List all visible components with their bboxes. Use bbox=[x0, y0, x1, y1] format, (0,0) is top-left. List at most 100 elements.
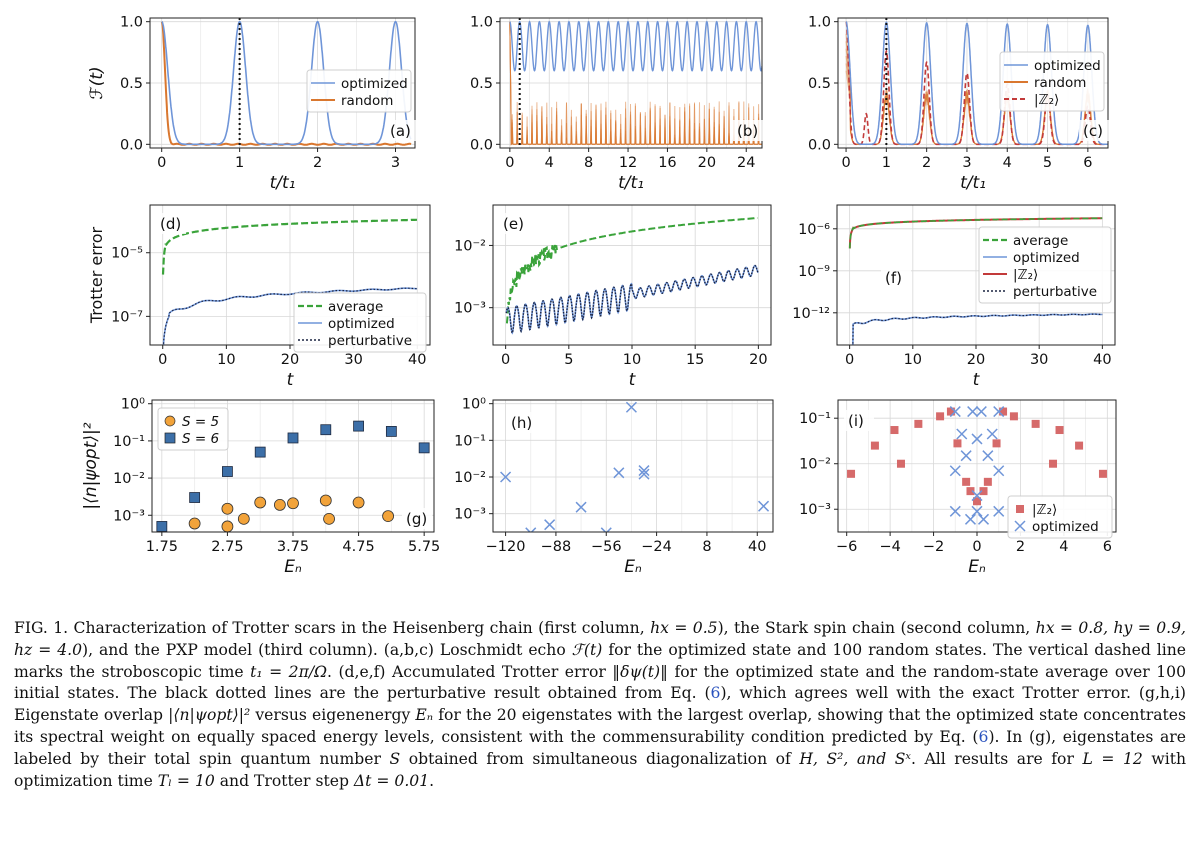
caption-text: FIG. 1. Characterization of Trotter scar… bbox=[14, 619, 651, 637]
x-tick-label: 2.75 bbox=[211, 539, 243, 555]
data-point-s5 bbox=[221, 502, 234, 515]
y-tick-label: 10⁻² bbox=[799, 457, 831, 473]
panel-g: 1.75 2.75 3.75 4.75 5.75 10⁻³ 10⁻² 10⁻¹ 10⁰ Eₙ |⟨n… bbox=[81, 397, 440, 577]
series-average bbox=[505, 217, 758, 324]
caption-math: Tₗ = 10 bbox=[157, 771, 215, 790]
panel-label-bg bbox=[1079, 120, 1109, 141]
data-point-optimized bbox=[949, 465, 961, 477]
x-axis-label: Eₙ bbox=[968, 557, 986, 577]
legend-box bbox=[306, 69, 412, 113]
data-point-optimized bbox=[525, 527, 537, 532]
data-point-optimized bbox=[600, 527, 612, 532]
data-point-z2 bbox=[962, 477, 971, 486]
data-point-s5 bbox=[352, 496, 365, 509]
panel-label-bg bbox=[499, 213, 529, 234]
data-point-optimized bbox=[975, 406, 987, 418]
caption-math: ‖δψ(t)‖ bbox=[612, 662, 668, 681]
plot-area bbox=[505, 217, 759, 335]
legend-marker-circle bbox=[164, 415, 176, 427]
plot-area bbox=[845, 18, 1108, 148]
x-tick-label: 30 bbox=[344, 352, 362, 368]
legend-label: average bbox=[328, 299, 383, 315]
caption-text: . (d,e,f) Accumulated Trotter error bbox=[327, 662, 613, 681]
legend-label: average bbox=[1013, 233, 1068, 249]
panel-f: 0 10 20 30 40 10⁻¹² 10⁻⁹ 10⁻⁶ t (f) averageoptimiz… bbox=[792, 204, 1116, 390]
data-point-z2 bbox=[966, 487, 975, 496]
data-point-z2 bbox=[847, 469, 856, 478]
data-point-z2 bbox=[896, 459, 905, 468]
x-tick-label: 3 bbox=[962, 155, 971, 171]
data-point-optimized bbox=[971, 490, 983, 502]
axes-frame bbox=[492, 399, 774, 533]
caption-text: ). In (g), eigenstates are labeled by th… bbox=[14, 727, 1186, 768]
data-point-optimized bbox=[971, 433, 983, 445]
caption-math: t₁ = 2π/Ω bbox=[250, 662, 327, 681]
data-point-s5 bbox=[287, 497, 299, 510]
y-tick-label: 0.0 bbox=[470, 137, 493, 153]
equation-ref-link[interactable]: 6 bbox=[710, 684, 721, 703]
x-tick-label: 16 bbox=[658, 155, 676, 171]
x-tick-label: 4 bbox=[545, 155, 554, 171]
caption-text: ), the Stark spin chain (second column, bbox=[717, 619, 1036, 637]
y-tick-label: 10⁻⁶ bbox=[798, 222, 830, 238]
x-tick-label: 40 bbox=[748, 539, 766, 555]
caption-text: obtained from simultaneous diagonalizati… bbox=[400, 749, 800, 768]
x-tick-label: 0 bbox=[158, 352, 167, 368]
grid bbox=[493, 400, 773, 532]
y-tick-label: 10⁻⁷ bbox=[111, 309, 143, 325]
data-point-optimized bbox=[967, 406, 979, 418]
legend-label: perturbative bbox=[1013, 284, 1097, 300]
caption-text: and Trotter step bbox=[214, 771, 354, 790]
panel-label: (b) bbox=[737, 122, 758, 140]
y-tick-label: 10⁻¹² bbox=[792, 306, 830, 322]
legend-box bbox=[978, 226, 1112, 304]
data-point-s5 bbox=[221, 520, 234, 532]
data-point-s6 bbox=[320, 424, 332, 436]
series-random bbox=[509, 21, 762, 146]
legend-label: |ℤ₂⟩ bbox=[1032, 502, 1057, 518]
data-point-optimized bbox=[993, 406, 1005, 418]
legend-label: S = 5 bbox=[182, 414, 219, 430]
panel-label: (g) bbox=[406, 510, 427, 528]
data-point-z2 bbox=[936, 412, 945, 421]
caption-math: hx = 0.8, hy = 0.9, hz = 4.0 bbox=[14, 619, 1186, 659]
caption-math: |⟨n|ψopt⟩|² bbox=[168, 706, 251, 725]
equation-ref-link[interactable]: 6 bbox=[978, 727, 989, 746]
panel-label: (i) bbox=[848, 412, 864, 430]
data-point-optimized bbox=[638, 468, 650, 480]
legend-label: random bbox=[341, 93, 393, 109]
x-tick-label: 40 bbox=[408, 352, 426, 368]
caption-math: Eₙ bbox=[415, 706, 434, 725]
y-axis-label: Trotter error bbox=[87, 226, 106, 324]
x-axis-label: t/t₁ bbox=[270, 173, 296, 193]
panel-label: (d) bbox=[160, 215, 181, 233]
y-tick-label: 10⁰ bbox=[462, 397, 486, 413]
x-tick-label: 1 bbox=[882, 155, 891, 171]
data-point-s5 bbox=[237, 512, 250, 525]
y-tick-label: 10⁻² bbox=[454, 470, 486, 486]
data-point-optimized bbox=[956, 428, 968, 440]
caption-math: S bbox=[389, 749, 401, 768]
x-axis-label: t/t₁ bbox=[618, 173, 644, 193]
plot-area bbox=[509, 18, 762, 148]
x-tick-label: 8 bbox=[584, 155, 593, 171]
legend-label: optimized bbox=[1032, 519, 1099, 535]
legend-box bbox=[1007, 495, 1113, 539]
data-point-optimized bbox=[500, 471, 512, 483]
x-tick-label: 2 bbox=[313, 155, 322, 171]
legend-marker-square bbox=[1016, 505, 1024, 513]
x-axis-label: t bbox=[287, 370, 295, 390]
y-tick-label: 10⁰ bbox=[121, 397, 145, 413]
series-perturbative bbox=[505, 264, 759, 335]
series-optimized bbox=[845, 21, 1108, 146]
x-tick-label: −6 bbox=[836, 539, 857, 555]
figure: 0 1 2 30.00.51.0t/t₁ℱ(t)(a)optimizedrandom0… bbox=[81, 15, 1117, 577]
x-tick-label: 1 bbox=[235, 155, 244, 171]
data-point-s6 bbox=[385, 426, 397, 437]
data-point-s5 bbox=[273, 499, 286, 511]
legend-label: perturbative bbox=[328, 333, 412, 349]
panel-label-bg bbox=[844, 410, 874, 431]
data-point-s6 bbox=[254, 446, 266, 458]
panel-label: (f) bbox=[885, 269, 902, 287]
data-point-z2 bbox=[1075, 441, 1084, 450]
